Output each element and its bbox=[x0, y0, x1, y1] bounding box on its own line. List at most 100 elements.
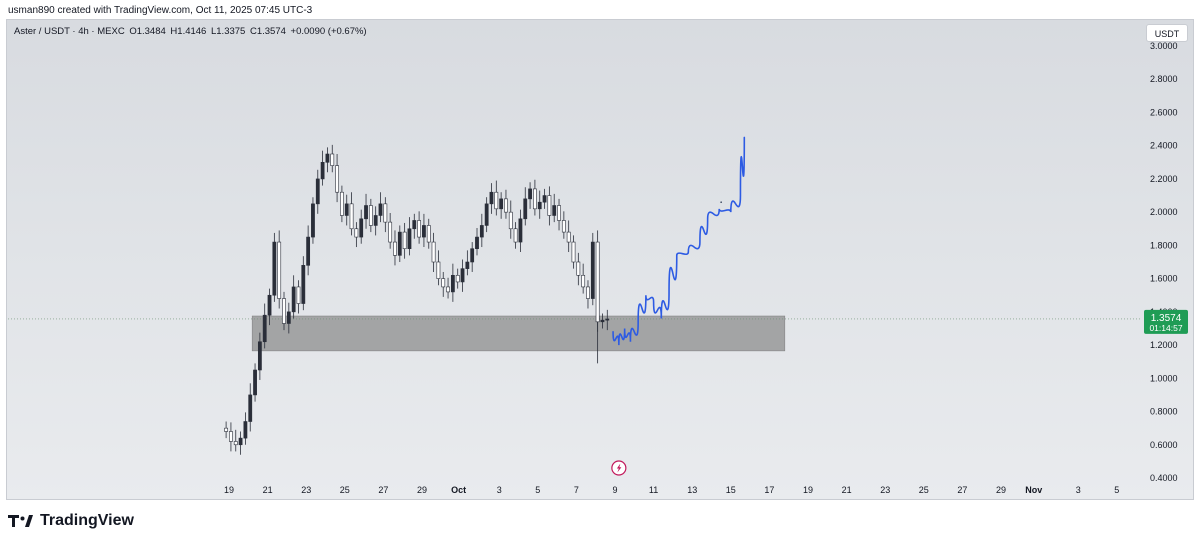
candle bbox=[291, 275, 296, 319]
candle bbox=[248, 383, 253, 432]
candle bbox=[528, 182, 532, 209]
candle bbox=[513, 222, 518, 249]
change-value: +0.0090 (+0.67%) bbox=[290, 26, 367, 37]
x-tick-label: 29 bbox=[417, 485, 427, 495]
candle bbox=[359, 209, 364, 244]
y-tick-label: 1.0000 bbox=[1150, 373, 1178, 383]
x-tick-label: 5 bbox=[1114, 485, 1119, 495]
y-tick-label: 2.8000 bbox=[1150, 74, 1178, 84]
x-tick-label: 3 bbox=[497, 485, 502, 495]
candle bbox=[561, 211, 566, 239]
candle bbox=[243, 412, 248, 445]
currency-button[interactable]: USDT bbox=[1146, 24, 1188, 42]
candle bbox=[494, 180, 499, 216]
candle bbox=[340, 185, 344, 223]
x-tick-label: 21 bbox=[842, 485, 852, 495]
candle bbox=[233, 429, 238, 452]
brand-name: TradingView bbox=[40, 512, 134, 529]
candle bbox=[431, 232, 436, 272]
candle bbox=[508, 200, 513, 239]
candle bbox=[373, 206, 378, 236]
candle bbox=[277, 230, 282, 309]
price-label-countdown: 01:14:57 bbox=[1149, 323, 1182, 333]
forecast-path bbox=[612, 136, 746, 346]
y-tick-label: 1.6000 bbox=[1150, 274, 1178, 284]
y-tick-label: 2.6000 bbox=[1150, 107, 1178, 117]
candle bbox=[330, 144, 335, 173]
tradingview-logo: TradingView bbox=[8, 512, 134, 530]
y-tick-label: 1.2000 bbox=[1150, 340, 1178, 350]
candle bbox=[489, 183, 494, 214]
candle bbox=[301, 256, 306, 311]
candle bbox=[253, 363, 257, 402]
candle bbox=[349, 192, 354, 236]
x-tick-label: 15 bbox=[726, 485, 736, 495]
y-tick-label: 0.6000 bbox=[1150, 440, 1178, 450]
candle bbox=[224, 421, 229, 439]
candle bbox=[518, 209, 523, 253]
candle bbox=[378, 192, 383, 223]
candle bbox=[455, 268, 460, 289]
x-tick-label: 19 bbox=[803, 485, 813, 495]
x-tick-label: 21 bbox=[263, 485, 273, 495]
chart-area[interactable] bbox=[6, 19, 1194, 500]
forecast-dot bbox=[720, 201, 722, 203]
candle bbox=[590, 232, 595, 306]
candle bbox=[479, 213, 484, 248]
candle bbox=[523, 187, 528, 226]
close-value: C1.3574 bbox=[249, 26, 286, 37]
candle bbox=[262, 303, 267, 349]
candle bbox=[320, 150, 325, 186]
x-tick-label: 7 bbox=[574, 485, 579, 495]
x-tick-label: 9 bbox=[612, 485, 617, 495]
x-tick-label: 25 bbox=[919, 485, 929, 495]
candle bbox=[325, 147, 330, 173]
candle bbox=[600, 313, 605, 329]
x-tick-label: Nov bbox=[1025, 485, 1042, 495]
candle bbox=[552, 193, 557, 223]
candle bbox=[344, 194, 349, 226]
candle bbox=[566, 220, 571, 253]
candle bbox=[537, 190, 542, 219]
x-tick-label: 29 bbox=[996, 485, 1006, 495]
candle bbox=[393, 230, 397, 266]
x-tick-label: 25 bbox=[340, 485, 350, 495]
candle bbox=[499, 192, 504, 219]
candle bbox=[397, 225, 402, 262]
symbol-label[interactable]: Aster / USDT · 4h · MEXC bbox=[14, 26, 125, 37]
x-tick-label: 27 bbox=[378, 485, 388, 495]
candle bbox=[412, 213, 417, 239]
x-tick-label: 13 bbox=[687, 485, 697, 495]
high-value: H1.4146 bbox=[170, 26, 207, 37]
candle bbox=[315, 169, 320, 214]
x-tick-label: 23 bbox=[301, 485, 311, 495]
candle bbox=[257, 332, 262, 380]
x-tick-label: 3 bbox=[1076, 485, 1081, 495]
candle bbox=[229, 422, 233, 452]
y-tick-label: 3.0000 bbox=[1150, 41, 1178, 51]
candle bbox=[465, 250, 470, 276]
candle bbox=[504, 189, 508, 219]
candle bbox=[595, 230, 600, 332]
candle bbox=[335, 154, 339, 203]
candle bbox=[586, 280, 590, 309]
y-tick-label: 2.0000 bbox=[1150, 207, 1178, 217]
candle bbox=[426, 218, 431, 249]
candle bbox=[547, 186, 552, 226]
x-tick-label: 23 bbox=[880, 485, 890, 495]
candle bbox=[383, 197, 388, 233]
x-tick-label: Oct bbox=[451, 485, 466, 495]
candle bbox=[533, 179, 537, 216]
candle bbox=[354, 222, 359, 248]
candle bbox=[388, 212, 393, 249]
candle bbox=[267, 288, 272, 326]
candle bbox=[282, 291, 286, 331]
candle bbox=[470, 242, 475, 272]
candle bbox=[576, 252, 581, 286]
candle bbox=[450, 263, 455, 302]
candle bbox=[460, 259, 465, 292]
candle bbox=[557, 198, 561, 231]
candle bbox=[417, 211, 422, 244]
y-tick-label: 0.4000 bbox=[1150, 473, 1178, 483]
